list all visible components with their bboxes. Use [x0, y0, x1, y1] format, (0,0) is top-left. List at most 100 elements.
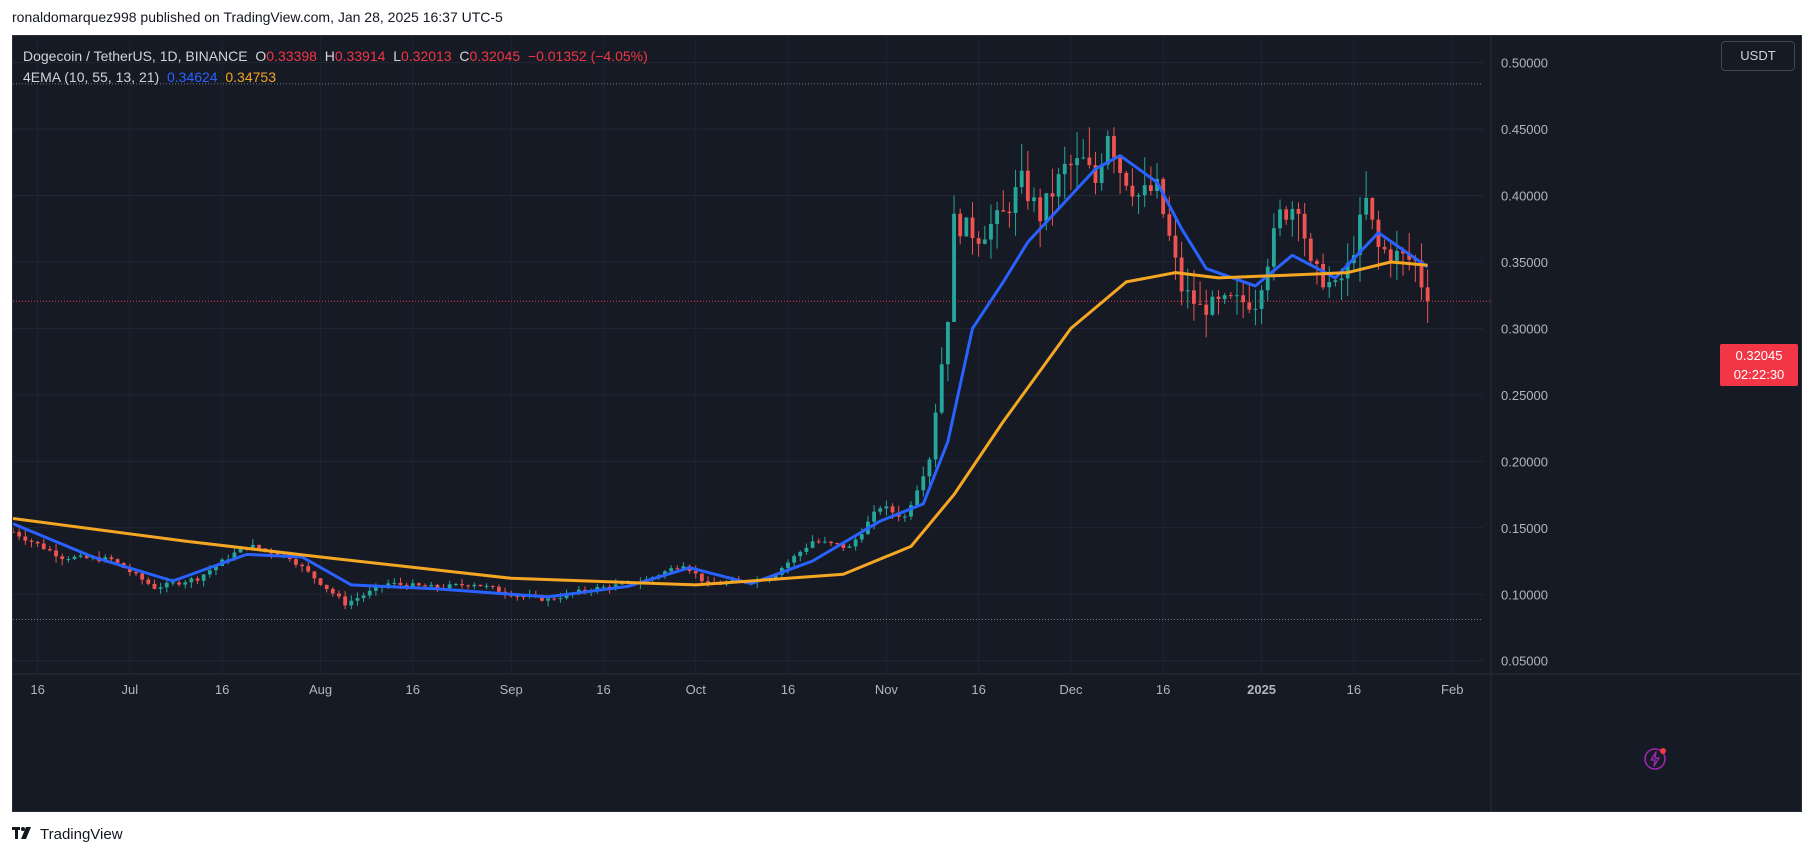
candle-body [1241, 295, 1246, 303]
ohlc-row: Dogecoin / TetherUS, 1D, BINANCE O0.3339… [23, 46, 648, 67]
candle-body [558, 598, 563, 600]
candle-body [1284, 209, 1289, 220]
candle-body [324, 584, 329, 589]
symbol-label[interactable]: Dogecoin / TetherUS, 1D, BINANCE [23, 48, 248, 64]
candle-body [1407, 253, 1412, 260]
candle-body [890, 506, 895, 513]
candle-body [496, 586, 501, 592]
x-tick-label: Jul [122, 682, 139, 697]
indicator-row: 4EMA (10, 55, 13, 21) 0.34624 0.34753 [23, 67, 648, 88]
y-tick-label: 0.45000 [1501, 122, 1548, 137]
candle-body [398, 582, 403, 585]
x-tick-label: 16 [1156, 682, 1170, 697]
candle-body [669, 568, 674, 572]
candle-body [1210, 296, 1215, 315]
y-tick-label: 0.50000 [1501, 56, 1548, 71]
candle-body [1339, 278, 1344, 281]
candle-body [1401, 250, 1405, 254]
y-tick-label: 0.10000 [1501, 587, 1548, 602]
candle-body [330, 588, 335, 594]
candle-body [816, 541, 821, 543]
candle-body [1204, 304, 1209, 315]
y-tick-label: 0.05000 [1501, 654, 1548, 669]
high-label: H [324, 48, 335, 64]
candle-body [810, 541, 815, 548]
candle-body [1198, 303, 1202, 305]
candle-body [478, 584, 483, 587]
candle-body [792, 556, 797, 563]
candle-body [17, 531, 22, 537]
candle-body [1025, 170, 1030, 202]
candle-body [964, 217, 969, 237]
candle-body [1302, 213, 1307, 239]
candle-body [115, 559, 120, 563]
candle-body [158, 587, 163, 589]
candle-body [921, 476, 926, 491]
high-value: 0.33914 [334, 48, 386, 64]
candle-body [1099, 164, 1104, 183]
candle-body [1259, 290, 1264, 309]
change-value: −0.01352 (−4.05%) [527, 48, 648, 64]
candle-body [1081, 157, 1086, 159]
price-chart[interactable]: 0.50000 0.45000 0.40000 0.35000 0.30000 0.250… [13, 36, 1801, 811]
candle-body [595, 586, 600, 591]
candle-body [472, 584, 477, 587]
candle-body [1388, 249, 1393, 261]
candle-body [1216, 296, 1221, 300]
candle-body [257, 544, 261, 549]
candle-body [1167, 214, 1172, 236]
y-tick-label: 0.25000 [1501, 388, 1548, 403]
candle-body [355, 598, 360, 601]
lightning-icon[interactable] [1643, 747, 1667, 771]
candle-body [78, 555, 83, 557]
footer-brand[interactable]: TradingView [40, 826, 123, 843]
candle-body [847, 546, 852, 548]
candle-body [490, 585, 495, 587]
indicator-label[interactable]: 4EMA (10, 55, 13, 21) [23, 69, 160, 85]
candle-body [140, 573, 145, 580]
candle-body [540, 595, 544, 601]
candle-body [306, 566, 311, 572]
footer: TradingView [12, 826, 123, 843]
candle-body [1056, 174, 1061, 197]
candle-body [1253, 308, 1258, 310]
x-tick-label: Aug [309, 682, 332, 697]
candle-body [214, 565, 218, 571]
candle-body [232, 552, 237, 560]
candle-body [927, 459, 932, 477]
candle-body [367, 590, 372, 596]
candle-body [945, 321, 950, 365]
y-tick-label: 0.20000 [1501, 454, 1548, 469]
candle-body [1321, 263, 1325, 288]
chart-panel[interactable]: 0.50000 0.45000 0.40000 0.35000 0.30000 0.250… [12, 35, 1802, 812]
candle-body [1419, 260, 1424, 288]
y-tick-label: 0.15000 [1501, 521, 1548, 536]
candle-body [1173, 235, 1178, 258]
candle-body [976, 238, 981, 244]
x-tick-label: Sep [500, 682, 523, 697]
candle-body [318, 578, 323, 585]
candle-body [786, 562, 790, 569]
tradingview-logo-icon[interactable] [12, 826, 34, 843]
candle-body [60, 556, 65, 560]
x-tick-label: 16 [406, 682, 420, 697]
candle-body [1247, 302, 1252, 310]
low-label: L [393, 48, 401, 64]
candle-body [84, 555, 89, 559]
candle-body [1087, 157, 1092, 166]
x-tick-label: 16 [781, 682, 795, 697]
candle-body [1148, 185, 1153, 192]
candle-body [1271, 228, 1276, 267]
x-tick-label: Dec [1059, 682, 1083, 697]
currency-button[interactable]: USDT [1721, 41, 1795, 71]
candle-body [1019, 170, 1024, 188]
candle-body [312, 571, 317, 579]
candle-body [989, 223, 993, 240]
candle-body [909, 505, 913, 517]
candle-body [1118, 157, 1123, 173]
candle-body [1124, 172, 1129, 186]
candle-body [1345, 263, 1350, 279]
candle-body [1333, 280, 1338, 282]
candle-body [72, 556, 77, 560]
last-price-badge: 0.32045 02:22:30 [1720, 344, 1798, 386]
